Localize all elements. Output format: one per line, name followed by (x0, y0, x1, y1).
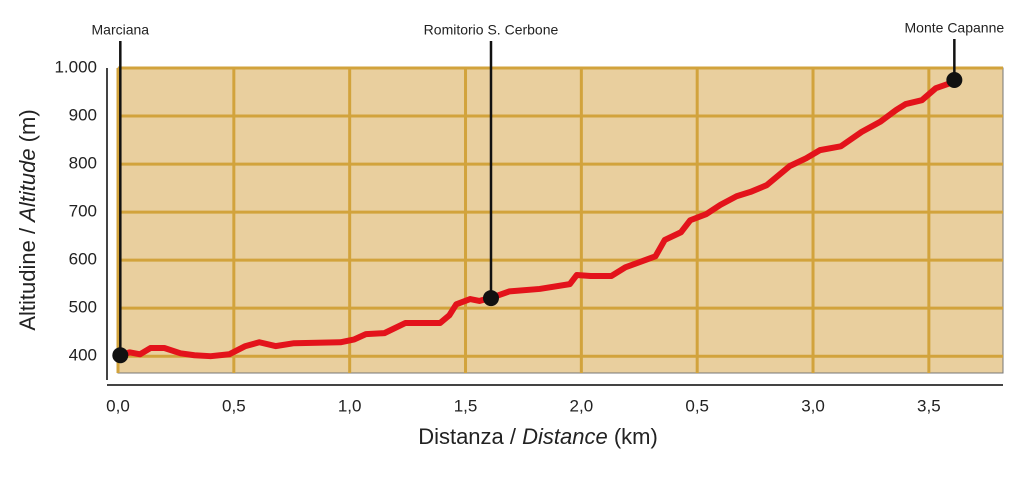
y-tick-label: 500 (69, 298, 97, 317)
plot-background (117, 67, 1004, 374)
y-axis-label-part: (m) (15, 109, 40, 148)
y-tick-label: 1.000 (54, 57, 97, 76)
y-tick-label: 600 (69, 250, 97, 269)
annotation-label: Romitorio S. Cerbone (424, 22, 559, 38)
y-tick-label: 400 (69, 346, 97, 365)
x-tick-label: 0,0 (106, 396, 130, 415)
annotation-label: Marciana (92, 22, 150, 38)
y-axis-label: Altitudine / Altitude (m) (15, 109, 40, 330)
x-tick-label: 0,5 (685, 396, 709, 415)
annotation-marker (112, 347, 129, 364)
y-tick-label: 900 (69, 106, 97, 125)
x-axis-label-part: (km) (608, 424, 658, 449)
annotation-marker (946, 72, 963, 89)
y-axis-label-part: Altitude (15, 148, 40, 223)
x-axis-label: Distanza / Distance (km) (418, 424, 658, 449)
elevation-line (117, 78, 958, 360)
x-tick-label: 3,5 (917, 396, 941, 415)
x-tick-label: 1,5 (454, 396, 478, 415)
annotation-label: Monte Capanne (905, 20, 1005, 36)
x-tick-label: 2,0 (570, 396, 594, 415)
x-tick-label: 1,0 (338, 396, 362, 415)
annotation-marker (482, 290, 499, 307)
x-tick-label: 3,0 (801, 396, 825, 415)
y-tick-label: 800 (69, 154, 97, 173)
x-axis-label-part: Distance (522, 424, 608, 449)
y-axis-label-part: Altitudine / (15, 222, 40, 331)
x-tick-label: 0,5 (222, 396, 246, 415)
x-axis-label-part: Distanza / (418, 424, 522, 449)
y-tick-label: 700 (69, 202, 97, 221)
